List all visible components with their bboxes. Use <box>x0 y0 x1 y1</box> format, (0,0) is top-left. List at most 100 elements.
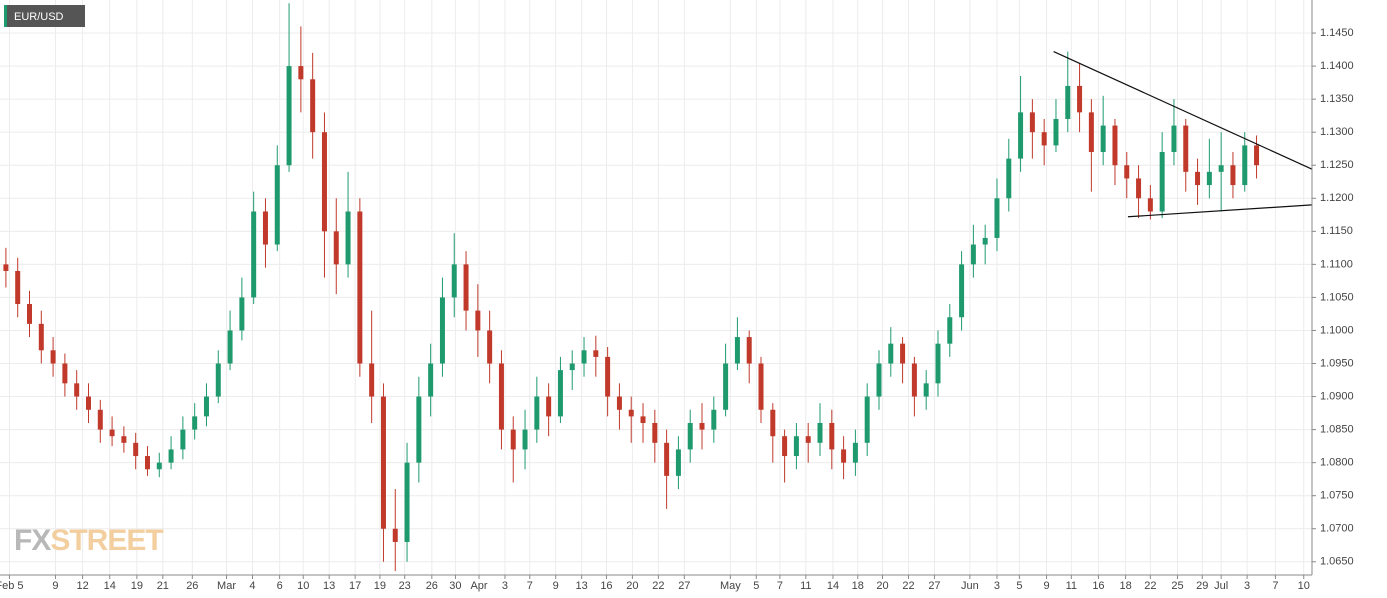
candle-body <box>829 422 835 450</box>
x-tick-label: 7 <box>527 580 533 592</box>
candle-body <box>428 363 434 397</box>
candle-body <box>793 436 799 457</box>
candle-body <box>192 416 198 430</box>
candle-body <box>841 449 847 463</box>
x-tick-label: 10 <box>1298 580 1310 592</box>
title-accent <box>4 5 7 27</box>
candle-body <box>1006 158 1012 199</box>
candle-body <box>180 429 186 450</box>
x-tick-label: 6 <box>277 580 283 592</box>
candle-body <box>1112 125 1118 166</box>
x-tick-label: 18 <box>1119 580 1131 592</box>
x-tick-label: 9 <box>52 580 58 592</box>
candles <box>3 3 1313 572</box>
candle-body <box>369 363 375 397</box>
candle-body <box>982 237 988 245</box>
candle-body <box>286 66 292 166</box>
x-tick-label: 23 <box>399 580 411 592</box>
candle-body <box>605 356 611 397</box>
candle-body <box>274 165 280 245</box>
candle-body <box>1183 125 1189 172</box>
y-tick-label: 1.1300 <box>1320 126 1354 138</box>
candle-body <box>1230 165 1236 186</box>
candle-body <box>1254 145 1260 166</box>
candle-body <box>1159 152 1165 212</box>
x-tick-label: 5 <box>753 580 759 592</box>
x-tick-label: 14 <box>827 580 839 592</box>
y-tick-label: 1.1150 <box>1320 225 1353 237</box>
y-tick-label: 1.1100 <box>1320 258 1353 270</box>
candle-body <box>900 343 906 364</box>
candle-body <box>97 409 103 430</box>
y-tick-label: 1.0850 <box>1320 424 1354 436</box>
x-tick-label: 17 <box>349 580 361 592</box>
candle-body <box>498 363 504 430</box>
candle-body <box>1029 112 1035 133</box>
candle-body <box>935 343 941 384</box>
candle-body <box>156 462 162 470</box>
y-tick-label: 1.0950 <box>1320 357 1354 369</box>
candle-body <box>1206 171 1212 186</box>
candle-body <box>758 363 764 410</box>
candle-body <box>947 317 953 344</box>
candle-body <box>1088 112 1094 153</box>
x-tick-label: Jun <box>961 580 979 592</box>
candle-body <box>675 449 681 476</box>
x-tick-label: 13 <box>576 580 588 592</box>
x-tick-label: 14 <box>104 580 116 592</box>
x-tick-label: 3 <box>502 580 508 592</box>
x-tick-label: 29 <box>1196 580 1208 592</box>
y-tick-label: 1.1050 <box>1320 291 1354 303</box>
candle-body <box>959 264 965 318</box>
x-tick-label: 26 <box>426 580 438 592</box>
candle-body <box>74 383 80 397</box>
x-tick-label: 10 <box>297 580 309 592</box>
candle-body <box>168 449 174 463</box>
candle-body <box>652 422 658 443</box>
x-tick-label: 3 <box>1244 580 1250 592</box>
candle-body <box>1195 171 1201 186</box>
y-tick-label: 1.0650 <box>1320 556 1354 568</box>
candle-body <box>262 211 268 245</box>
x-tick-label: 22 <box>902 580 914 592</box>
candle-body <box>1218 165 1224 172</box>
x-tick-label: 27 <box>678 580 690 592</box>
candle-body <box>416 396 422 463</box>
candle-body <box>746 337 752 364</box>
candle-body <box>463 264 469 311</box>
candle-body <box>15 270 21 305</box>
candle-body <box>1077 85 1083 113</box>
candle-body <box>1041 132 1047 146</box>
x-tick-label: 9 <box>553 580 559 592</box>
candle-body <box>439 297 445 364</box>
candle-body <box>333 231 339 265</box>
candle-body <box>557 370 563 417</box>
candle-body <box>734 337 740 364</box>
candle-body <box>144 456 150 470</box>
x-tick-label: Jul <box>1214 580 1228 592</box>
candle-body <box>994 198 1000 238</box>
x-tick-label: 5 <box>1016 580 1022 592</box>
chart-title: EUR/USD <box>14 11 64 23</box>
candle-body <box>62 363 68 384</box>
y-tick-label: 1.1350 <box>1320 93 1354 105</box>
watermark-street: STREET <box>50 524 163 557</box>
candle-body <box>487 330 493 364</box>
candle-body <box>215 363 221 397</box>
candle-body <box>3 264 9 271</box>
candle-body <box>664 442 670 476</box>
candle-body <box>1124 165 1130 179</box>
x-tick-label: 7 <box>1272 580 1278 592</box>
candle-body <box>451 264 457 298</box>
trendline <box>1053 51 1313 170</box>
candle-body <box>1065 85 1071 119</box>
candle-body <box>888 343 894 364</box>
candle-body <box>876 363 882 397</box>
candle-body <box>699 422 705 430</box>
x-tick-label: 11 <box>800 580 811 592</box>
candle-body <box>616 396 622 410</box>
x-tick-label: 13 <box>323 580 335 592</box>
candle-body <box>593 350 599 357</box>
x-tick-label: 16 <box>1092 580 1104 592</box>
